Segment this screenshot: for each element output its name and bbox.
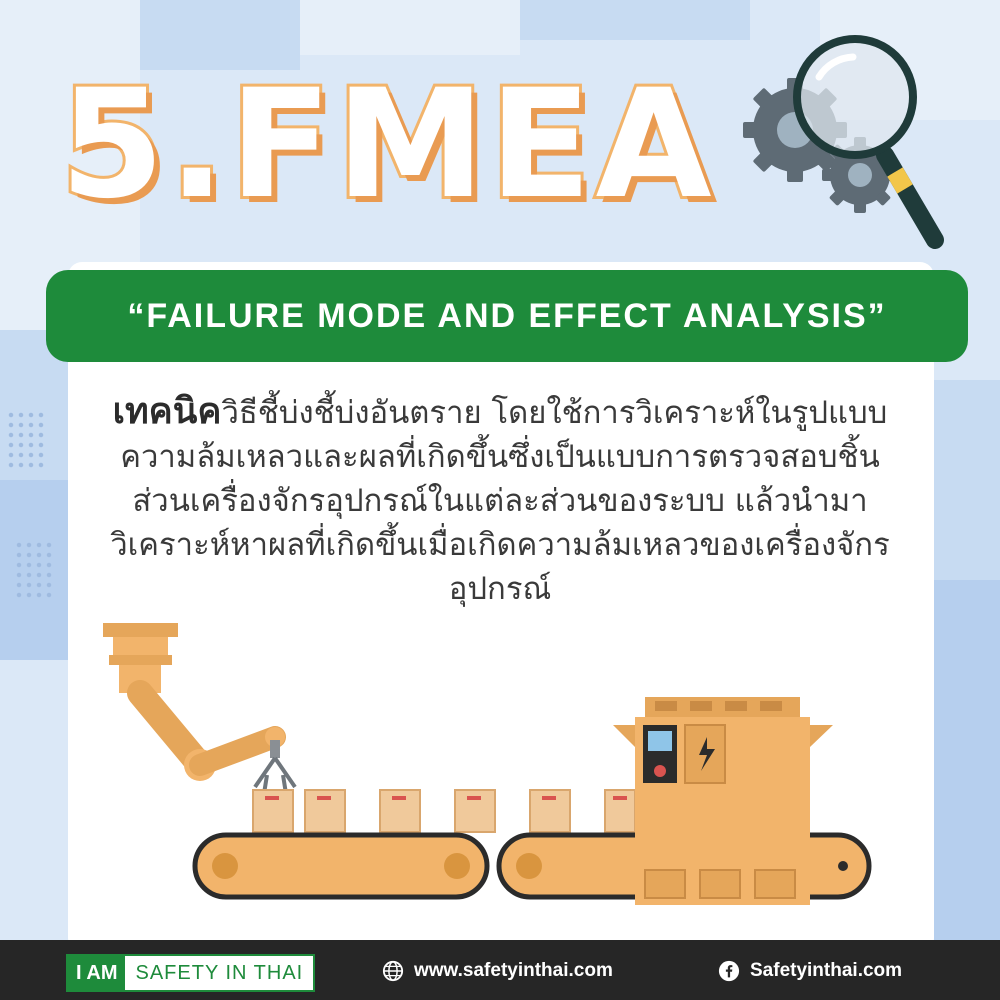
facebook-text: Safetyinthai.com <box>750 960 903 981</box>
facebook-icon <box>718 960 740 982</box>
magnifier-gears-icon <box>743 35 944 249</box>
conveyor-illustration <box>103 623 872 905</box>
brand-logo: I AM SAFETY IN THAI <box>66 954 316 992</box>
page-title: 5.FMEA <box>57 58 716 232</box>
robot-arm <box>103 623 297 801</box>
brand-logo-name: SAFETY IN THAI <box>125 956 314 990</box>
description-rest: วิธีชี้บ่งชี้บ่งอันตราย โดยใช้การวิเคราะ… <box>110 395 890 607</box>
brand-logo-prefix: I AM <box>68 956 126 990</box>
description-lead: เทคนิค <box>112 391 222 432</box>
website-link[interactable]: www.safetyinthai.com <box>382 955 613 987</box>
conveyor-belt-left <box>192 832 490 900</box>
machine <box>613 697 833 905</box>
facebook-link[interactable]: Safetyinthai.com <box>718 955 902 987</box>
website-text: www.safetyinthai.com <box>414 960 613 981</box>
description: เทคนิควิธีชี้บ่งชี้บ่งอันตราย โดยใช้การว… <box>100 390 900 611</box>
subtitle-banner: “FAILURE MODE AND EFFECT ANALYSIS” <box>46 270 968 362</box>
globe-icon <box>382 960 404 982</box>
subtitle-text: “FAILURE MODE AND EFFECT ANALYSIS” <box>127 296 887 335</box>
